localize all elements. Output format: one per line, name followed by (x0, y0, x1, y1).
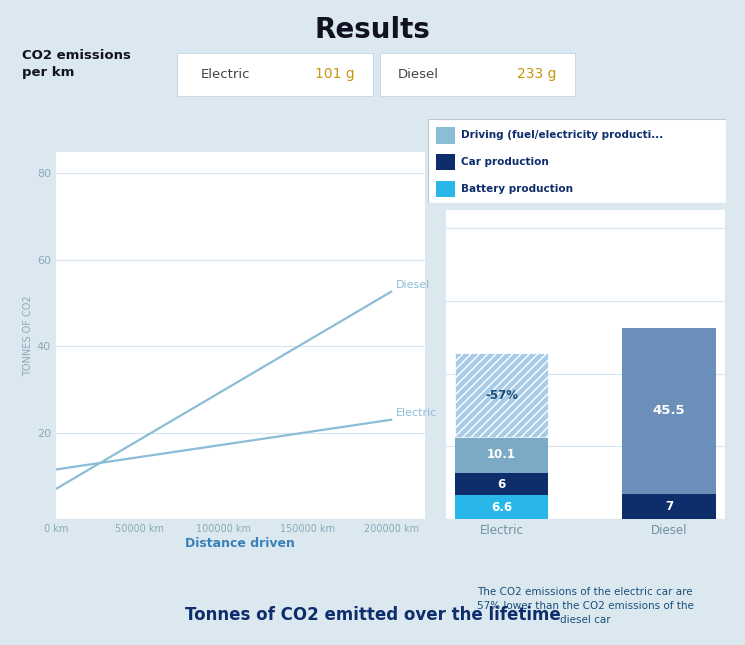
Bar (454, 473, 548, 495)
FancyBboxPatch shape (436, 154, 455, 170)
Text: 6: 6 (497, 478, 506, 491)
Bar (454, 437, 548, 473)
Bar (454, 495, 548, 519)
Text: 10.1: 10.1 (487, 448, 516, 461)
Bar (454, 353, 548, 437)
Text: Car production: Car production (461, 157, 549, 167)
Text: Driving (fuel/electricity producti...: Driving (fuel/electricity producti... (461, 130, 663, 140)
X-axis label: Distance driven: Distance driven (186, 537, 295, 550)
Text: Results: Results (314, 16, 431, 44)
Bar (622, 493, 715, 519)
Text: Tonnes of CO2 emitted over the lifetime: Tonnes of CO2 emitted over the lifetime (185, 606, 560, 624)
FancyBboxPatch shape (436, 127, 455, 144)
FancyBboxPatch shape (177, 54, 372, 96)
Text: -57%: -57% (485, 388, 518, 402)
FancyBboxPatch shape (436, 181, 455, 197)
Text: 6.6: 6.6 (491, 501, 512, 513)
Text: 233 g: 233 g (517, 67, 557, 81)
FancyBboxPatch shape (380, 54, 575, 96)
Bar (622, 328, 715, 493)
Text: Electric: Electric (200, 68, 250, 81)
Text: Battery production: Battery production (461, 184, 573, 194)
Y-axis label: TONNES OF CO2: TONNES OF CO2 (22, 295, 33, 375)
Text: 7: 7 (665, 500, 673, 513)
Text: Diesel: Diesel (396, 279, 431, 290)
Text: Diesel: Diesel (398, 68, 439, 81)
Text: 45.5: 45.5 (653, 404, 685, 417)
Text: 101 g: 101 g (314, 67, 355, 81)
Text: The CO2 emissions of the electric car are
57% lower than the CO2 emissions of th: The CO2 emissions of the electric car ar… (477, 588, 694, 626)
Text: Electric: Electric (396, 408, 437, 417)
FancyBboxPatch shape (428, 119, 726, 203)
Text: CO2 emissions
per km: CO2 emissions per km (22, 48, 131, 79)
